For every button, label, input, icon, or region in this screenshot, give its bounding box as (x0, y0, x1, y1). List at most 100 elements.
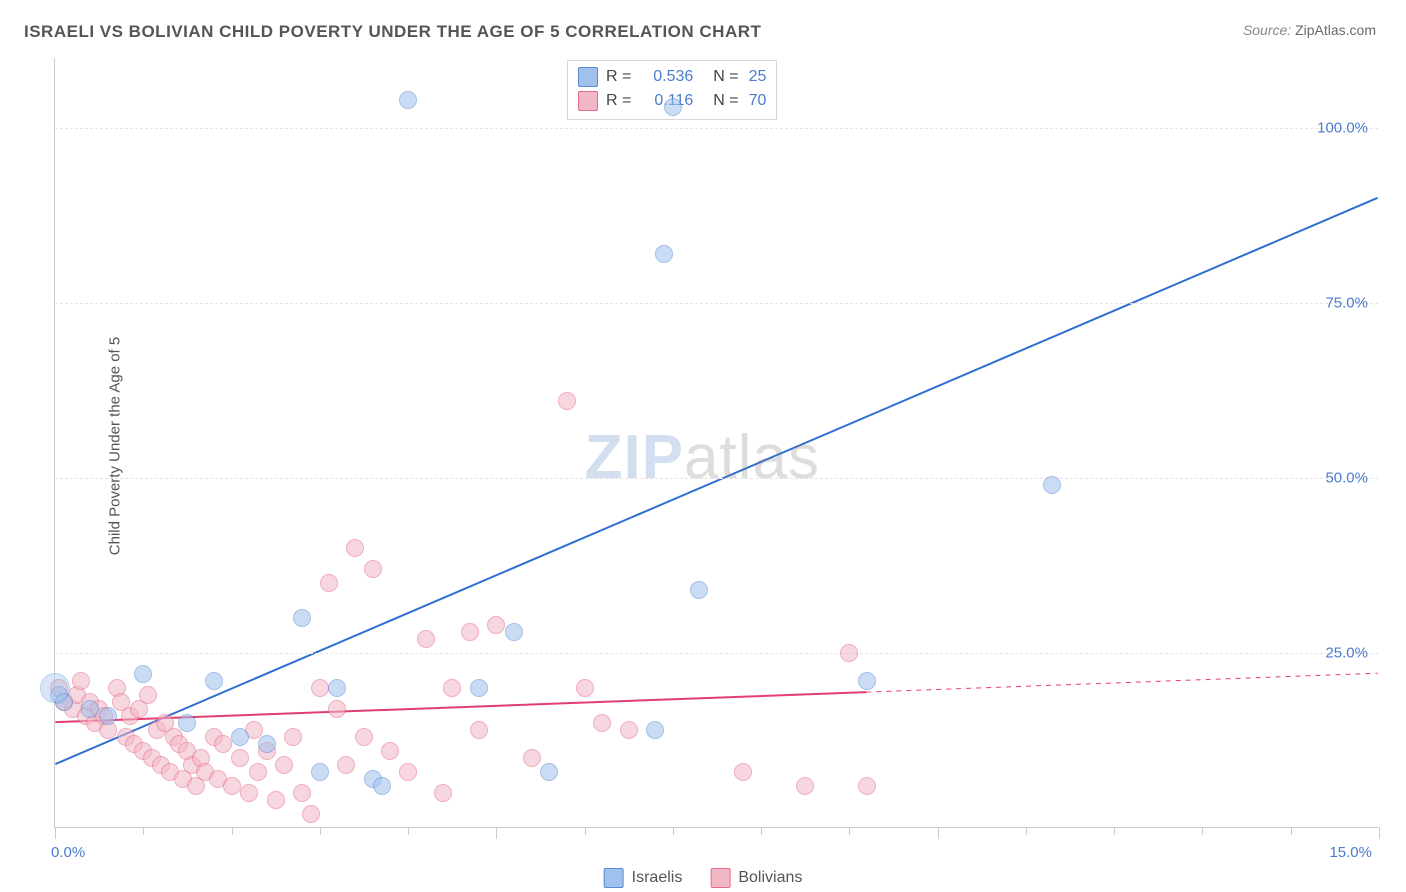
y-tick-label: 100.0% (1317, 120, 1368, 137)
watermark-atlas: atlas (684, 423, 820, 492)
scatter-point (796, 777, 814, 795)
x-tick (673, 827, 674, 835)
scatter-point (293, 609, 311, 627)
scatter-point (249, 763, 267, 781)
trend-line (55, 198, 1377, 764)
legend-n-label: N = (713, 68, 738, 86)
scatter-point (302, 805, 320, 823)
scatter-point (399, 91, 417, 109)
x-tick (1026, 827, 1027, 835)
legend-item: Bolivians (710, 868, 802, 888)
x-tick-label: 15.0% (1329, 844, 1372, 861)
scatter-point (734, 763, 752, 781)
scatter-point (134, 665, 152, 683)
x-tick (1291, 827, 1292, 835)
scatter-point (858, 777, 876, 795)
scatter-point (346, 539, 364, 557)
scatter-point (373, 777, 391, 795)
scatter-point (328, 679, 346, 697)
scatter-point (690, 581, 708, 599)
scatter-point (664, 98, 682, 116)
scatter-point (443, 679, 461, 697)
trend-lines-svg (55, 58, 1378, 827)
scatter-point (275, 756, 293, 774)
legend-swatch (710, 868, 730, 888)
x-tick (143, 827, 144, 835)
scatter-point (284, 728, 302, 746)
scatter-point (293, 784, 311, 802)
scatter-point (328, 700, 346, 718)
scatter-point (1043, 476, 1061, 494)
source-value: ZipAtlas.com (1295, 22, 1376, 38)
legend-swatch (604, 868, 624, 888)
scatter-point (139, 686, 157, 704)
scatter-point (655, 245, 673, 263)
scatter-point (214, 735, 232, 753)
scatter-point (470, 679, 488, 697)
scatter-point (505, 623, 523, 641)
x-tick (1114, 827, 1115, 835)
legend-bottom: Israelis Bolivians (604, 868, 803, 888)
legend-r-label: R = (606, 68, 631, 86)
scatter-point (81, 700, 99, 718)
scatter-point (434, 784, 452, 802)
scatter-point (399, 763, 417, 781)
scatter-point (576, 679, 594, 697)
scatter-point (231, 728, 249, 746)
scatter-point (417, 630, 435, 648)
legend-label: Israelis (632, 869, 683, 887)
scatter-point (311, 679, 329, 697)
y-tick-label: 75.0% (1325, 295, 1368, 312)
x-tick (1379, 827, 1380, 839)
gridline (55, 653, 1378, 654)
x-tick (938, 827, 939, 839)
scatter-point (646, 721, 664, 739)
scatter-point (320, 574, 338, 592)
x-tick (585, 827, 586, 835)
legend-r-label: R = (606, 92, 631, 110)
x-tick (761, 827, 762, 835)
scatter-point (593, 714, 611, 732)
scatter-point (540, 763, 558, 781)
plot-area: R =0.536N =25R =0.116N =70 ZIPatlas 25.0… (54, 58, 1378, 828)
x-tick (320, 827, 321, 835)
x-tick (232, 827, 233, 835)
x-tick (1202, 827, 1203, 835)
scatter-point (487, 616, 505, 634)
x-tick (55, 827, 56, 839)
source-credit: Source: ZipAtlas.com (1243, 22, 1376, 38)
trend-line (55, 692, 866, 722)
x-tick (849, 827, 850, 835)
scatter-point (840, 644, 858, 662)
legend-swatch (578, 91, 598, 111)
scatter-point (558, 392, 576, 410)
scatter-point-large (40, 673, 70, 703)
scatter-point (72, 672, 90, 690)
legend-n-value: 25 (749, 68, 767, 86)
source-label: Source: (1243, 22, 1291, 38)
gridline (55, 303, 1378, 304)
legend-swatch (578, 67, 598, 87)
watermark-zip: ZIP (585, 423, 684, 492)
x-tick-label: 0.0% (51, 844, 85, 861)
legend-r-value: 0.536 (639, 68, 693, 86)
trend-line-dashed (866, 673, 1377, 692)
legend-label: Bolivians (738, 869, 802, 887)
scatter-point (258, 735, 276, 753)
scatter-point (355, 728, 373, 746)
scatter-point (381, 742, 399, 760)
scatter-point (337, 756, 355, 774)
y-tick-label: 50.0% (1325, 470, 1368, 487)
scatter-point (240, 784, 258, 802)
watermark: ZIPatlas (585, 422, 820, 493)
scatter-point (364, 560, 382, 578)
scatter-point (231, 749, 249, 767)
legend-item: Israelis (604, 868, 683, 888)
legend-n-label: N = (713, 92, 738, 110)
scatter-point (311, 763, 329, 781)
scatter-point (470, 721, 488, 739)
scatter-point (523, 749, 541, 767)
legend-n-value: 70 (749, 92, 767, 110)
x-tick (496, 827, 497, 839)
gridline (55, 478, 1378, 479)
